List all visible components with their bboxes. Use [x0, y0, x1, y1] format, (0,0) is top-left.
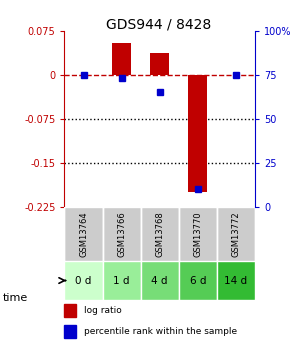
Text: GSM13768: GSM13768 — [155, 211, 164, 257]
FancyBboxPatch shape — [179, 262, 217, 300]
Text: time: time — [3, 294, 28, 303]
Text: 14 d: 14 d — [224, 276, 247, 286]
Text: 4 d: 4 d — [151, 276, 168, 286]
Bar — [188, 75, 207, 192]
Bar — [150, 53, 169, 75]
FancyBboxPatch shape — [217, 262, 255, 300]
FancyBboxPatch shape — [103, 262, 141, 300]
FancyBboxPatch shape — [217, 207, 255, 262]
Text: 1 d: 1 d — [113, 276, 130, 286]
Text: 6 d: 6 d — [190, 276, 206, 286]
Text: GSM13770: GSM13770 — [193, 211, 202, 257]
Bar — [112, 43, 131, 75]
Text: log ratio: log ratio — [84, 306, 121, 315]
Text: percentile rank within the sample: percentile rank within the sample — [84, 327, 237, 336]
FancyBboxPatch shape — [141, 262, 179, 300]
FancyBboxPatch shape — [64, 262, 103, 300]
Text: GSM13772: GSM13772 — [231, 211, 240, 257]
FancyBboxPatch shape — [141, 207, 179, 262]
Text: 0 d: 0 d — [75, 276, 92, 286]
Text: GSM13766: GSM13766 — [117, 211, 126, 257]
FancyBboxPatch shape — [179, 207, 217, 262]
Bar — [64, 325, 76, 338]
Bar — [64, 304, 76, 317]
Text: GDS944 / 8428: GDS944 / 8428 — [105, 17, 211, 31]
FancyBboxPatch shape — [103, 207, 141, 262]
Text: GSM13764: GSM13764 — [79, 211, 88, 257]
FancyBboxPatch shape — [64, 207, 103, 262]
